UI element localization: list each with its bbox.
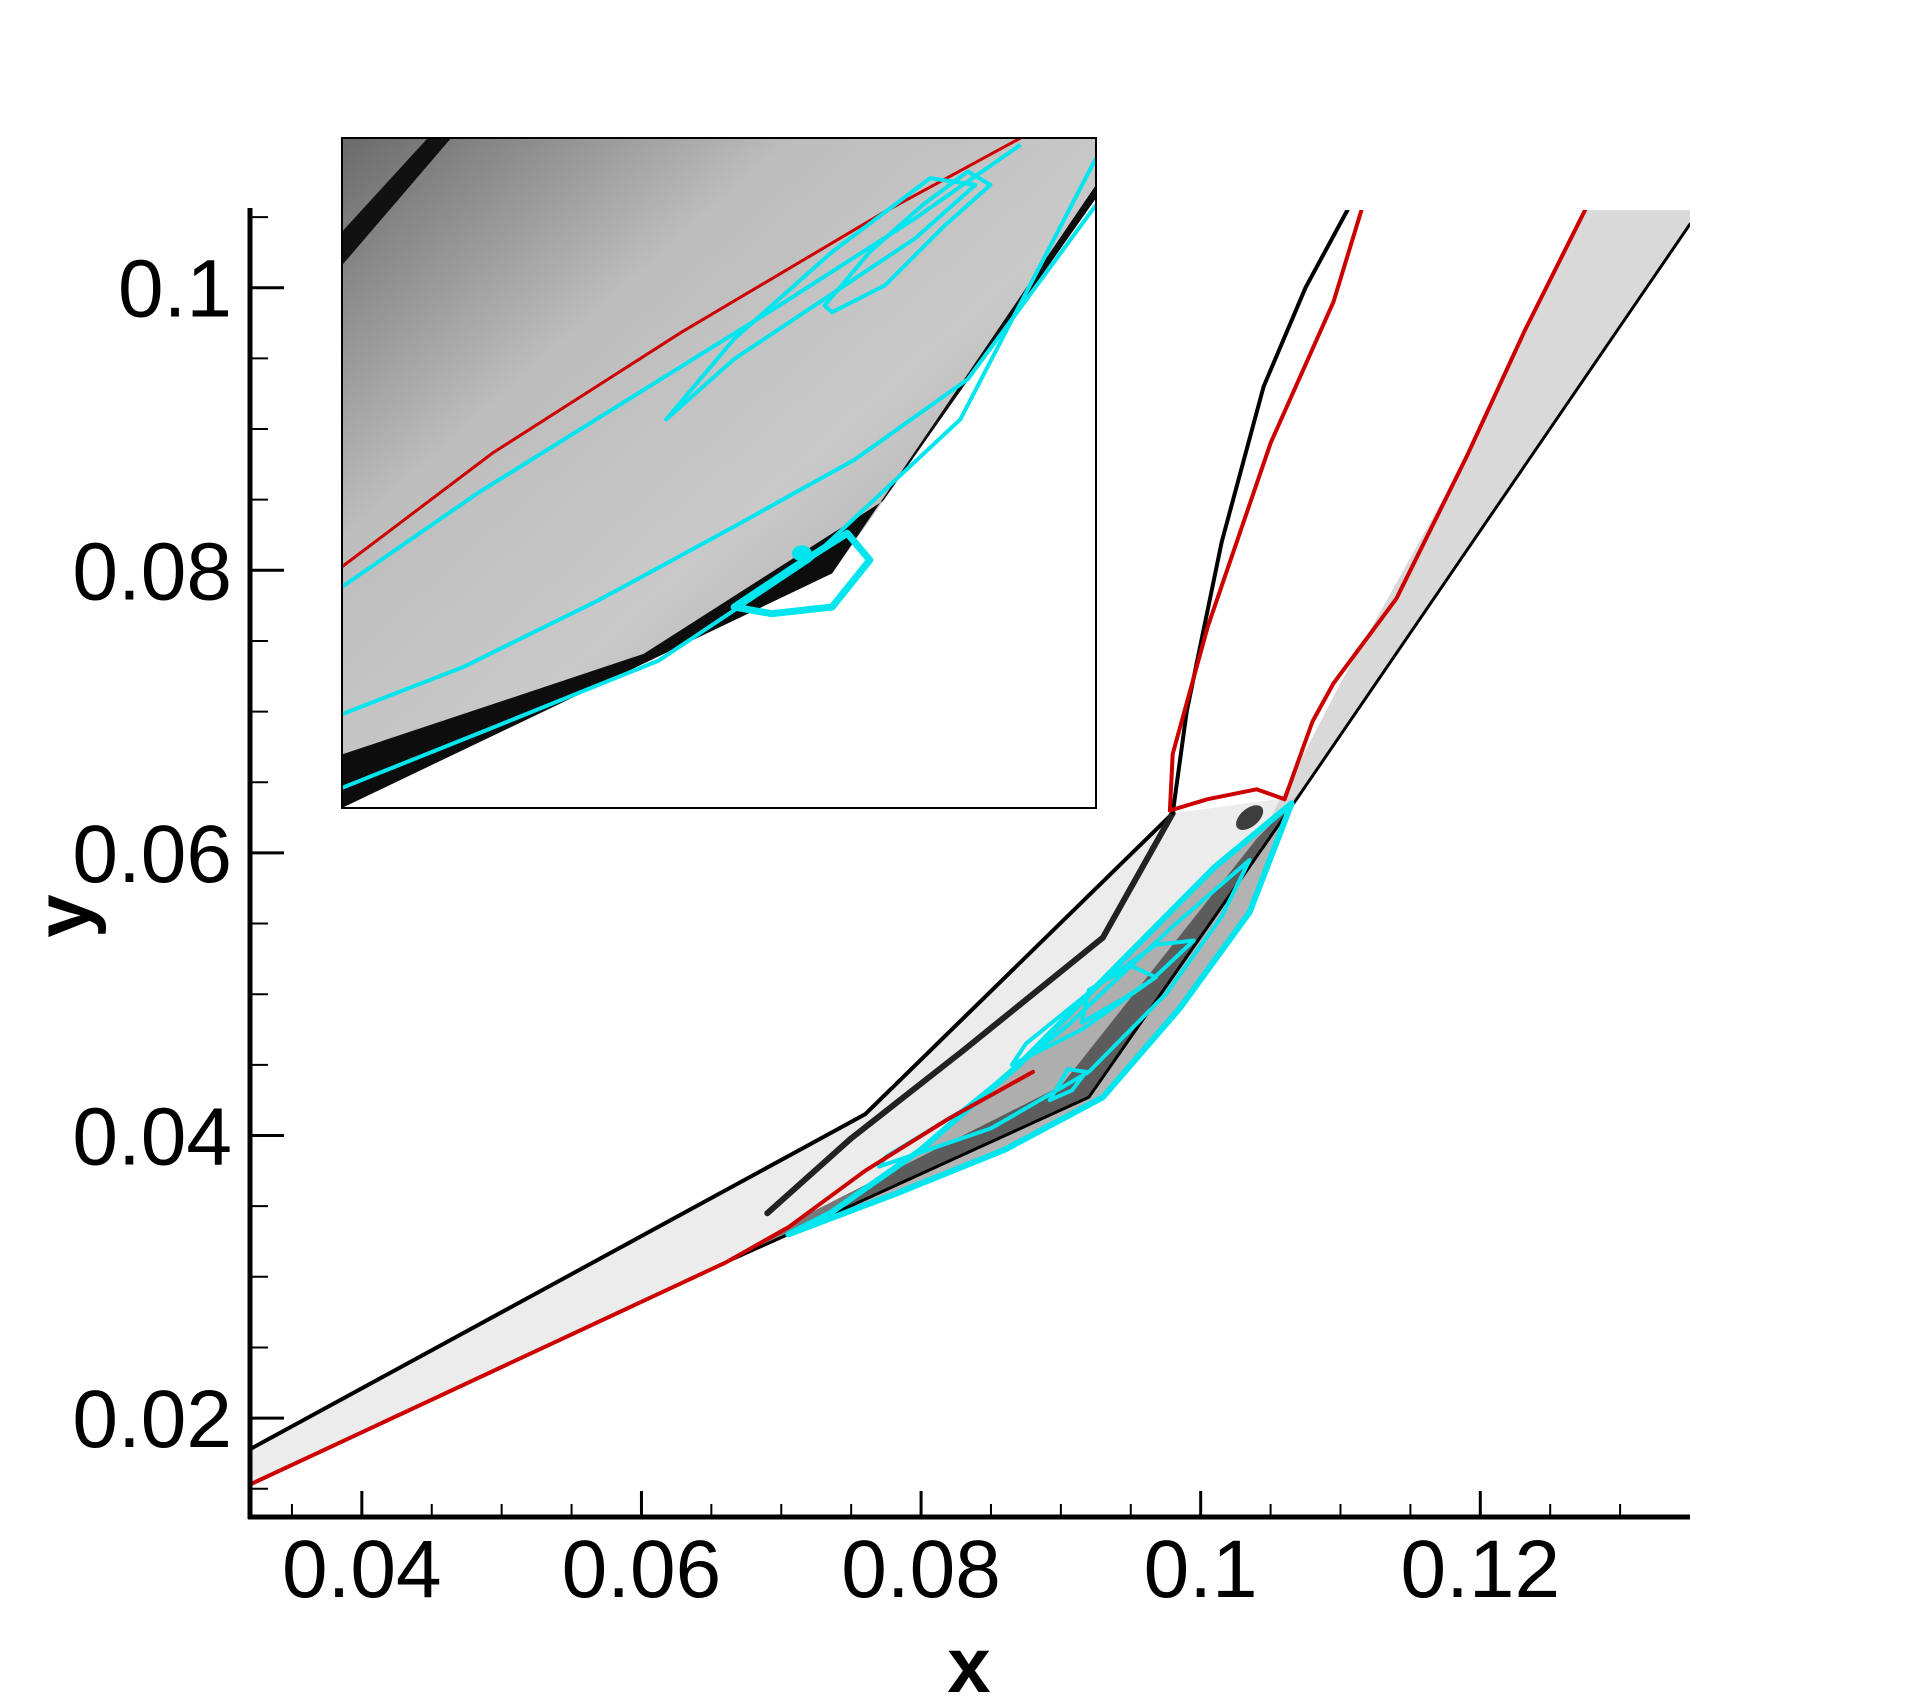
y-tick-label: 0.08 <box>72 526 232 617</box>
sonic-line-lower <box>248 1069 1035 1487</box>
inset-zoom-panel <box>341 137 1097 809</box>
inset-near-wall-dark <box>342 184 1096 808</box>
y-tick-label: 0.04 <box>72 1091 232 1182</box>
y-ticks: 0.02 0.04 0.06 0.08 0.1 <box>72 216 284 1490</box>
lead-oblique-shock <box>248 811 1175 1452</box>
y-tick-label: 0.02 <box>72 1374 232 1465</box>
x-tick-label: 0.04 <box>282 1524 442 1615</box>
inset-wall-region <box>342 198 1096 808</box>
x-tick-label: 0.08 <box>841 1524 1001 1615</box>
x-tick-label: 0.06 <box>562 1524 722 1615</box>
triple-point-dark-spot <box>1236 805 1264 830</box>
separation-shock <box>764 810 1176 1217</box>
bubble-streamline-5 <box>1047 1067 1088 1103</box>
contour-lines <box>248 210 1690 1487</box>
x-ticks: 0.04 0.06 0.08 0.1 0.12 <box>282 1491 1622 1615</box>
inset-streamline-1 <box>342 143 1022 589</box>
sonic-line-upper <box>1282 210 1588 802</box>
inset-streamline-4 <box>664 176 978 422</box>
bubble-streamline-1 <box>785 800 1295 1238</box>
bow-shock <box>1170 210 1350 816</box>
x-tick-label: 0.1 <box>1144 1524 1258 1615</box>
axes: 0.04 0.06 0.08 0.1 0.12 0.020.040.060.080.1 … <box>19 208 1690 1707</box>
inset-streamline-6 <box>730 529 874 618</box>
y-axis-title: y <box>19 894 107 937</box>
y-tick-label: 0.1 <box>118 244 232 335</box>
inset-field <box>342 138 1096 808</box>
inset-vortex-core <box>791 545 812 562</box>
inset-streamline-5 <box>822 169 993 315</box>
upper-shear-layer-shading <box>1270 210 1690 818</box>
inset-sonic-line <box>342 138 1022 568</box>
x-tick-label: 0.12 <box>1400 1524 1560 1615</box>
bubble-streamline-4 <box>1079 963 1158 1025</box>
inset-frame <box>341 137 1097 809</box>
bubble-streamline-3 <box>1009 938 1196 1067</box>
inset-shock-streak <box>342 138 452 266</box>
y-tick-label: 0.06 <box>72 809 232 900</box>
x-axis-title: x <box>947 1621 990 1707</box>
inset-streamline-2 <box>342 203 1096 717</box>
sonic-line-bow <box>1167 210 1364 813</box>
plot-area <box>248 210 1690 1487</box>
